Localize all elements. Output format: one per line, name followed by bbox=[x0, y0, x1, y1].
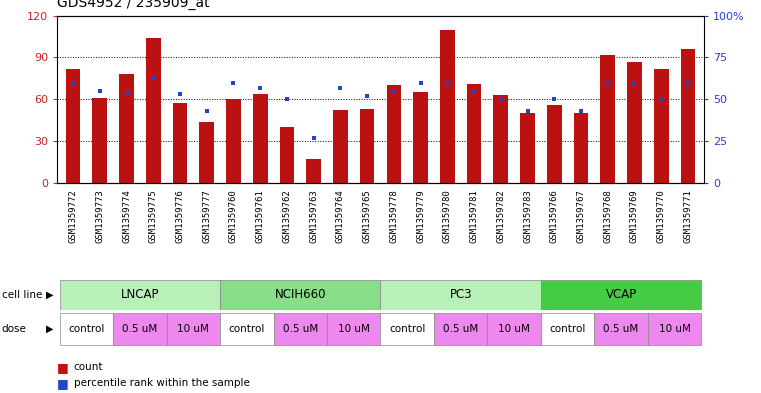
Text: GDS4952 / 235909_at: GDS4952 / 235909_at bbox=[57, 0, 210, 10]
Bar bbox=[493, 95, 508, 183]
Bar bbox=[594, 313, 648, 345]
Text: 0.5 uM: 0.5 uM bbox=[603, 324, 638, 334]
Bar bbox=[680, 49, 696, 183]
Text: GSM1359770: GSM1359770 bbox=[657, 189, 666, 243]
Text: VCAP: VCAP bbox=[606, 288, 637, 301]
Text: ■: ■ bbox=[57, 361, 68, 374]
Text: ▶: ▶ bbox=[46, 324, 53, 334]
Bar bbox=[648, 313, 701, 345]
Text: 0.5 uM: 0.5 uM bbox=[282, 324, 318, 334]
Text: GSM1359764: GSM1359764 bbox=[336, 189, 345, 243]
Text: GSM1359766: GSM1359766 bbox=[549, 189, 559, 243]
Text: percentile rank within the sample: percentile rank within the sample bbox=[74, 378, 250, 388]
Text: GSM1359763: GSM1359763 bbox=[309, 189, 318, 243]
Bar bbox=[60, 280, 220, 310]
Text: GSM1359761: GSM1359761 bbox=[256, 189, 265, 243]
Text: LNCAP: LNCAP bbox=[121, 288, 159, 301]
Bar bbox=[119, 74, 134, 183]
Text: GSM1359762: GSM1359762 bbox=[282, 189, 291, 243]
Text: GSM1359775: GSM1359775 bbox=[149, 189, 158, 243]
Text: 10 uM: 10 uM bbox=[177, 324, 209, 334]
Bar bbox=[380, 280, 541, 310]
Bar bbox=[521, 113, 535, 183]
Text: NCIH660: NCIH660 bbox=[275, 288, 326, 301]
Bar bbox=[173, 103, 187, 183]
Bar bbox=[93, 98, 107, 183]
Text: 10 uM: 10 uM bbox=[498, 324, 530, 334]
Text: GSM1359768: GSM1359768 bbox=[603, 189, 612, 243]
Bar bbox=[333, 110, 348, 183]
Bar bbox=[199, 121, 214, 183]
Text: GSM1359774: GSM1359774 bbox=[122, 189, 131, 243]
Text: ▶: ▶ bbox=[46, 290, 53, 300]
Text: PC3: PC3 bbox=[450, 288, 472, 301]
Bar bbox=[487, 313, 541, 345]
Bar bbox=[327, 313, 380, 345]
Text: 10 uM: 10 uM bbox=[658, 324, 690, 334]
Text: 10 uM: 10 uM bbox=[338, 324, 370, 334]
Bar bbox=[220, 313, 274, 345]
Text: GSM1359779: GSM1359779 bbox=[416, 189, 425, 243]
Bar bbox=[541, 313, 594, 345]
Text: control: control bbox=[228, 324, 265, 334]
Bar bbox=[113, 313, 167, 345]
Text: GSM1359778: GSM1359778 bbox=[390, 189, 398, 243]
Text: 0.5 uM: 0.5 uM bbox=[123, 324, 158, 334]
Text: GSM1359782: GSM1359782 bbox=[496, 189, 505, 243]
Bar bbox=[574, 113, 588, 183]
Bar bbox=[274, 313, 327, 345]
Text: GSM1359760: GSM1359760 bbox=[229, 189, 238, 243]
Text: GSM1359776: GSM1359776 bbox=[176, 189, 184, 243]
Text: GSM1359772: GSM1359772 bbox=[68, 189, 78, 243]
Bar bbox=[627, 62, 642, 183]
Bar bbox=[279, 127, 295, 183]
Text: GSM1359780: GSM1359780 bbox=[443, 189, 452, 243]
Bar bbox=[466, 84, 482, 183]
Text: GSM1359781: GSM1359781 bbox=[470, 189, 479, 243]
Bar bbox=[167, 313, 220, 345]
Bar bbox=[654, 69, 668, 183]
Text: GSM1359777: GSM1359777 bbox=[202, 189, 212, 243]
Bar bbox=[600, 55, 615, 183]
Bar bbox=[220, 280, 380, 310]
Text: GSM1359771: GSM1359771 bbox=[683, 189, 693, 243]
Bar bbox=[146, 38, 161, 183]
Bar bbox=[360, 109, 374, 183]
Text: count: count bbox=[74, 362, 103, 373]
Text: GSM1359783: GSM1359783 bbox=[523, 189, 532, 243]
Bar bbox=[413, 92, 428, 183]
Text: control: control bbox=[68, 324, 105, 334]
Text: control: control bbox=[389, 324, 425, 334]
Text: GSM1359769: GSM1359769 bbox=[630, 189, 639, 243]
Bar bbox=[65, 69, 81, 183]
Bar bbox=[547, 105, 562, 183]
Text: control: control bbox=[549, 324, 586, 334]
Bar bbox=[440, 29, 454, 183]
Text: 0.5 uM: 0.5 uM bbox=[443, 324, 479, 334]
Bar bbox=[60, 313, 113, 345]
Text: ■: ■ bbox=[57, 376, 68, 390]
Text: dose: dose bbox=[2, 324, 27, 334]
Text: GSM1359765: GSM1359765 bbox=[363, 189, 371, 243]
Text: GSM1359773: GSM1359773 bbox=[95, 189, 104, 243]
Bar bbox=[541, 280, 701, 310]
Bar bbox=[434, 313, 487, 345]
Bar bbox=[226, 99, 240, 183]
Text: cell line: cell line bbox=[2, 290, 42, 300]
Bar bbox=[387, 85, 401, 183]
Bar bbox=[253, 94, 268, 183]
Text: GSM1359767: GSM1359767 bbox=[577, 189, 585, 243]
Bar bbox=[307, 159, 321, 183]
Bar bbox=[380, 313, 434, 345]
